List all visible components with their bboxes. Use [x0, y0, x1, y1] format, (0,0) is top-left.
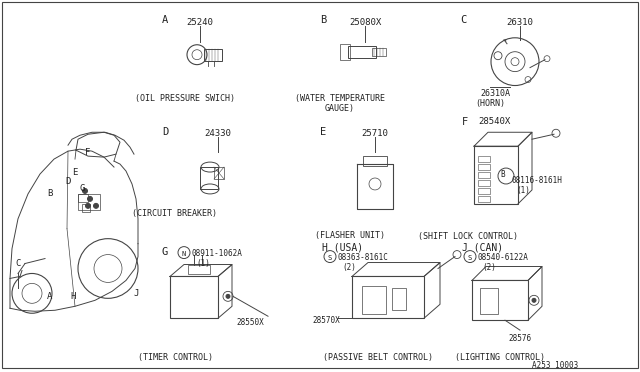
Text: (CIRCUIT BREAKER): (CIRCUIT BREAKER) [132, 209, 218, 218]
Text: 28540X: 28540X [478, 117, 510, 126]
Circle shape [93, 203, 99, 208]
Text: E: E [72, 167, 77, 177]
Text: J (CAN): J (CAN) [462, 243, 503, 253]
Text: B: B [320, 15, 326, 25]
Text: 24330: 24330 [205, 129, 232, 138]
Text: 08363-8161C: 08363-8161C [338, 253, 389, 262]
Bar [363, 156, 387, 166]
Text: (1): (1) [516, 186, 530, 195]
Text: F: F [462, 117, 468, 127]
Bar [478, 164, 490, 170]
Text: A: A [47, 292, 52, 301]
Bar [78, 194, 88, 202]
Bar [78, 194, 100, 210]
Circle shape [83, 189, 88, 193]
Text: S: S [468, 254, 472, 260]
Text: B: B [47, 189, 52, 198]
Text: 25080X: 25080X [349, 18, 381, 27]
Text: 28550X: 28550X [236, 318, 264, 327]
Text: GAUGE): GAUGE) [325, 105, 355, 113]
Bar [188, 264, 210, 275]
Bar [478, 180, 490, 186]
Bar [214, 167, 224, 179]
Text: G: G [79, 185, 84, 193]
Text: B: B [500, 170, 506, 179]
Bar [474, 146, 518, 204]
Text: J: J [133, 289, 139, 298]
Text: (WATER TEMPERATURE: (WATER TEMPERATURE [295, 94, 385, 103]
Bar [478, 172, 490, 178]
Text: (TIMER CONTROL): (TIMER CONTROL) [138, 353, 212, 362]
Text: (LIGHTING CONTROL): (LIGHTING CONTROL) [455, 353, 545, 362]
Bar [348, 46, 376, 58]
Text: C: C [460, 15, 467, 25]
Text: D: D [162, 127, 168, 137]
Text: A: A [162, 15, 168, 25]
Text: 08911-1062A: 08911-1062A [192, 248, 243, 257]
Bar [392, 288, 406, 310]
Text: (1): (1) [196, 259, 210, 267]
Text: N: N [182, 251, 186, 257]
Bar [200, 167, 218, 189]
Text: H: H [70, 292, 76, 301]
Bar [472, 280, 528, 320]
Bar [204, 49, 222, 61]
Bar [340, 44, 350, 60]
Bar [170, 276, 218, 318]
Text: 08540-6122A: 08540-6122A [478, 253, 529, 262]
Text: (OIL PRESSURE SWICH): (OIL PRESSURE SWICH) [135, 94, 235, 103]
Text: (PASSIVE BELT CONTROL): (PASSIVE BELT CONTROL) [323, 353, 433, 362]
Circle shape [532, 298, 536, 302]
Text: 26310: 26310 [507, 18, 533, 27]
Text: G: G [162, 247, 168, 257]
Bar [372, 48, 386, 56]
Text: 25710: 25710 [362, 129, 388, 138]
Text: C: C [15, 259, 20, 268]
Text: H (USA): H (USA) [322, 243, 363, 253]
Text: A253 10003: A253 10003 [532, 361, 578, 370]
Text: (2): (2) [342, 263, 356, 272]
Text: 28570X: 28570X [312, 316, 340, 325]
Bar [352, 276, 424, 318]
Text: (SHIFT LOCK CONTROL): (SHIFT LOCK CONTROL) [418, 232, 518, 241]
Bar [480, 288, 498, 314]
Text: (2): (2) [482, 263, 496, 272]
Bar [82, 204, 90, 212]
Bar [478, 196, 490, 202]
Bar [362, 286, 386, 314]
Text: 28576: 28576 [508, 334, 531, 343]
Text: 08116-8161H: 08116-8161H [512, 176, 563, 185]
Text: 26310A: 26310A [480, 90, 510, 99]
Text: D: D [65, 177, 70, 186]
Text: E: E [320, 127, 326, 137]
Text: (HORN): (HORN) [475, 99, 505, 109]
Bar [478, 156, 490, 162]
Circle shape [88, 196, 93, 201]
Circle shape [86, 203, 90, 208]
Text: S: S [328, 254, 332, 260]
Text: 25240: 25240 [187, 18, 213, 27]
Text: (FLASHER UNIT): (FLASHER UNIT) [315, 231, 385, 240]
Circle shape [226, 294, 230, 298]
Bar [478, 188, 490, 194]
Text: F: F [85, 148, 91, 157]
